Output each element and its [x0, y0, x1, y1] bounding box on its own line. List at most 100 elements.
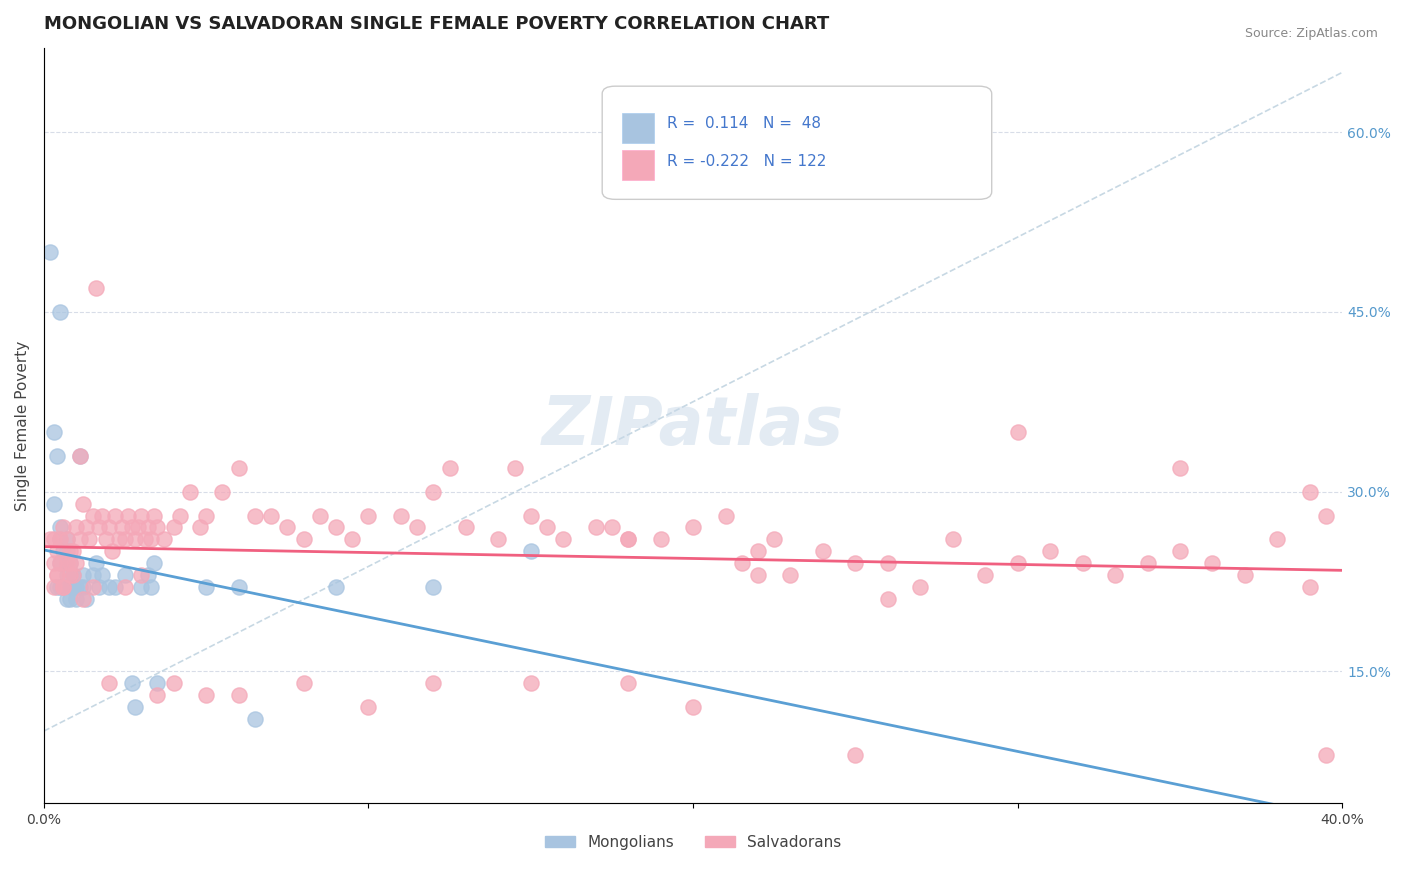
Point — [243, 508, 266, 523]
Point — [553, 533, 575, 547]
Bar — [621, 150, 654, 180]
Point — [55, 592, 77, 607]
Point — [107, 533, 129, 547]
Point — [127, 520, 149, 534]
Point — [163, 520, 186, 534]
Point — [876, 557, 898, 571]
Point — [195, 580, 218, 594]
Point — [49, 520, 72, 534]
Point — [55, 557, 77, 571]
Point — [357, 508, 380, 523]
Point — [69, 580, 91, 594]
Point — [62, 544, 84, 558]
Point — [79, 533, 101, 547]
Point — [276, 520, 298, 534]
Point — [1233, 568, 1256, 582]
Point — [42, 557, 65, 571]
Point — [65, 592, 87, 607]
Point — [844, 747, 866, 762]
Point — [139, 533, 162, 547]
Point — [260, 508, 283, 523]
Point — [97, 520, 120, 534]
Point — [520, 676, 543, 690]
Point — [52, 520, 75, 534]
Point — [69, 449, 91, 463]
Point — [49, 580, 72, 594]
Point — [124, 700, 146, 714]
Point — [104, 508, 127, 523]
Point — [910, 580, 932, 594]
Point — [536, 520, 558, 534]
Point — [129, 580, 152, 594]
Point — [42, 425, 65, 439]
Point — [811, 544, 834, 558]
Point — [84, 281, 107, 295]
Point — [169, 508, 191, 523]
Point — [121, 676, 143, 690]
Point — [87, 520, 110, 534]
Point — [82, 508, 104, 523]
Point — [134, 533, 156, 547]
Point — [747, 568, 769, 582]
Point — [188, 520, 211, 534]
Point — [75, 520, 97, 534]
Point — [62, 568, 84, 582]
Point — [1265, 533, 1288, 547]
Point — [486, 533, 509, 547]
Point — [94, 533, 117, 547]
Point — [75, 592, 97, 607]
Point — [84, 557, 107, 571]
FancyBboxPatch shape — [602, 87, 991, 199]
Point — [195, 508, 218, 523]
Point — [72, 496, 94, 510]
Point — [325, 580, 347, 594]
Point — [59, 557, 82, 571]
Point — [179, 484, 201, 499]
Point — [65, 557, 87, 571]
Point — [731, 557, 754, 571]
Point — [1136, 557, 1159, 571]
Point — [682, 520, 704, 534]
Point — [1007, 557, 1029, 571]
Point — [129, 568, 152, 582]
Point — [942, 533, 965, 547]
Point — [389, 508, 412, 523]
Point — [49, 533, 72, 547]
Point — [62, 580, 84, 594]
Point — [422, 580, 444, 594]
Point — [600, 520, 623, 534]
Bar — [621, 112, 654, 143]
Point — [72, 580, 94, 594]
Point — [308, 508, 330, 523]
Point — [59, 557, 82, 571]
Point — [59, 568, 82, 582]
Point — [114, 580, 136, 594]
Point — [59, 544, 82, 558]
Point — [422, 676, 444, 690]
Point — [342, 533, 364, 547]
Point — [45, 544, 67, 558]
Point — [55, 533, 77, 547]
Point — [136, 520, 159, 534]
Point — [1299, 580, 1322, 594]
Point — [82, 568, 104, 582]
Point — [1168, 544, 1191, 558]
Point — [42, 580, 65, 594]
Point — [228, 688, 250, 702]
Point — [72, 568, 94, 582]
Point — [52, 544, 75, 558]
Y-axis label: Single Female Poverty: Single Female Poverty — [15, 341, 30, 511]
Point — [114, 568, 136, 582]
Point — [1071, 557, 1094, 571]
Point — [121, 520, 143, 534]
Point — [69, 449, 91, 463]
Point — [49, 305, 72, 319]
Point — [42, 533, 65, 547]
Point — [111, 520, 134, 534]
Point — [617, 533, 640, 547]
Text: ZIPatlas: ZIPatlas — [543, 392, 844, 458]
Point — [454, 520, 477, 534]
Point — [143, 557, 166, 571]
Point — [146, 688, 169, 702]
Point — [82, 580, 104, 594]
